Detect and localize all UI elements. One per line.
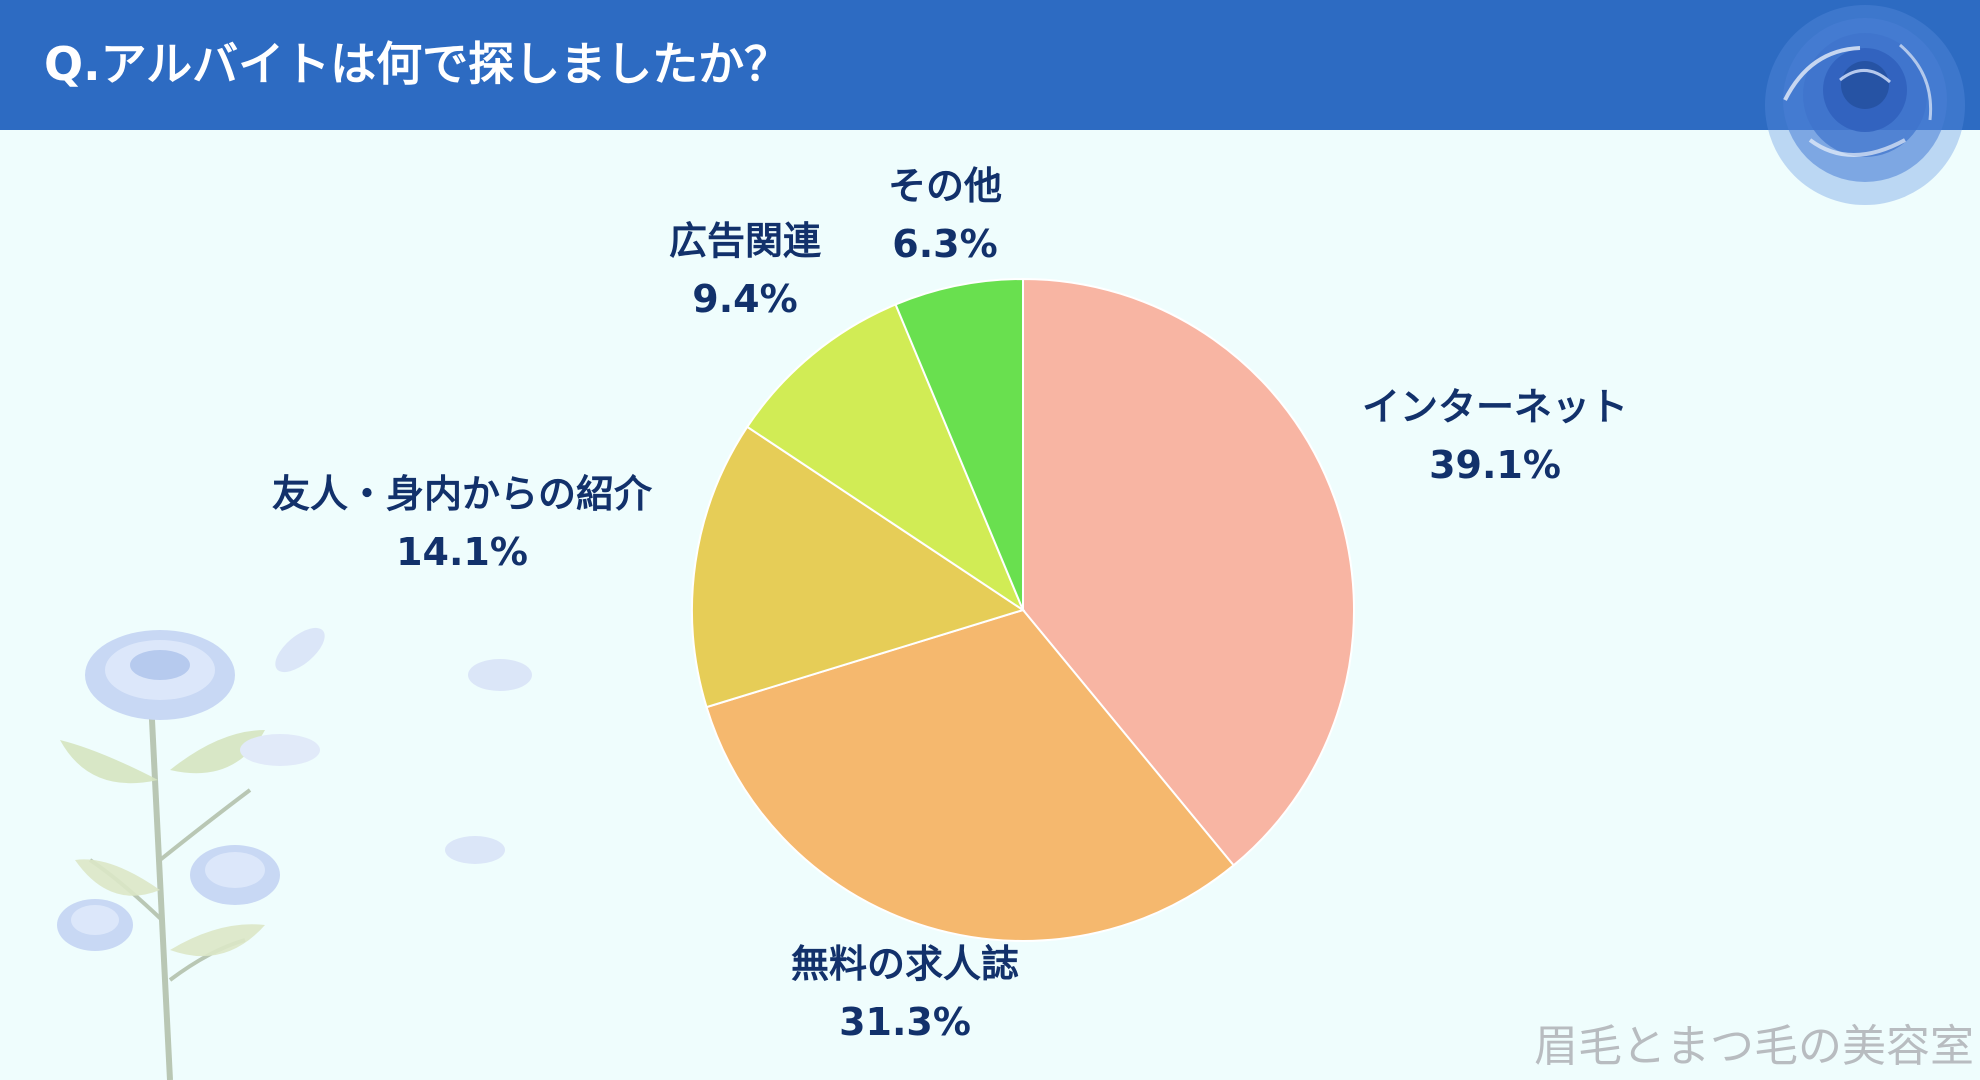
- slice-label: その他 6.3%: [888, 157, 1002, 273]
- slice-label: 友人・身内からの紹介 14.1%: [272, 465, 652, 581]
- watermark-text: 眉毛とまつ毛の美容室: [1534, 1021, 1974, 1072]
- flower-stem-icon: [57, 627, 532, 1080]
- slice-label: 無料の求人誌 31.3%: [791, 935, 1019, 1051]
- slice-label-value: 9.4%: [692, 277, 798, 321]
- slice-label-name: 広告関連: [668, 219, 822, 263]
- pie-slice: [705, 608, 1236, 943]
- header-bar: Q.アルバイトは何で探しましたか？: [0, 0, 1980, 130]
- slice-label-name: 無料の求人誌: [790, 942, 1020, 986]
- slice-label-name: その他: [887, 164, 1003, 208]
- slice-label: 広告関連 9.4%: [669, 212, 821, 328]
- pie-slice: [1022, 277, 1355, 867]
- slice-label-value: 39.1%: [1429, 443, 1561, 487]
- slice-label-value: 6.3%: [892, 222, 998, 266]
- slice-label-value: 14.1%: [396, 530, 528, 574]
- blue-rose-icon: [1765, 5, 1965, 205]
- slice-label-name: インターネット: [1361, 385, 1629, 429]
- slice-label: インターネット 39.1%: [1362, 378, 1628, 494]
- slice-label-name: 友人・身内からの紹介: [271, 472, 653, 516]
- slice-label-value: 31.3%: [839, 1000, 971, 1044]
- pie-slice: [745, 303, 1026, 613]
- pie-slice: [894, 277, 1024, 611]
- pie-slice: [691, 425, 1026, 709]
- page-title: Q.アルバイトは何で探しましたか？: [44, 37, 791, 91]
